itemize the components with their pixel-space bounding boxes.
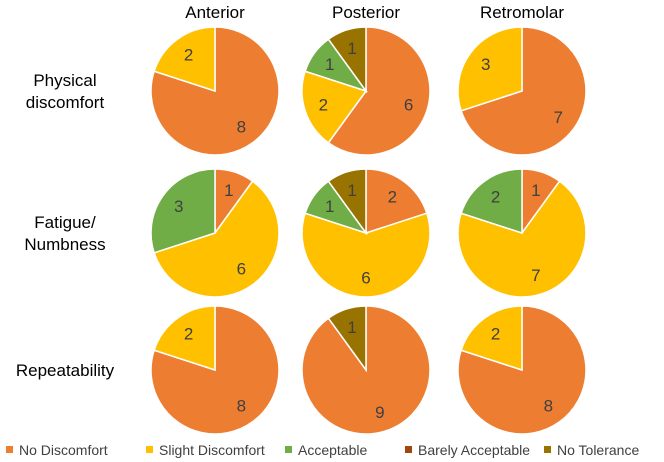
pie-slice bbox=[150, 305, 280, 435]
data-label: 3 bbox=[174, 197, 183, 216]
pie-slice bbox=[150, 26, 280, 156]
data-label: 1 bbox=[347, 318, 356, 337]
data-label: 7 bbox=[554, 108, 563, 127]
data-label: 7 bbox=[531, 266, 540, 285]
legend-swatch bbox=[405, 446, 412, 453]
data-label: 6 bbox=[237, 260, 246, 279]
data-label: 2 bbox=[184, 324, 193, 343]
row-label: Numbness bbox=[24, 235, 105, 254]
legend-label: No Discomfort bbox=[19, 442, 108, 458]
legend-swatch bbox=[6, 446, 13, 453]
column-header: Anterior bbox=[185, 3, 245, 22]
pie-slice bbox=[327, 26, 431, 156]
data-label: 1 bbox=[325, 55, 334, 74]
legend-label: Slight Discomfort bbox=[159, 442, 265, 458]
legend-swatch bbox=[544, 446, 551, 453]
pie-slice bbox=[457, 180, 587, 298]
data-label: 6 bbox=[404, 95, 413, 114]
pie-slice bbox=[327, 26, 367, 94]
data-label: 8 bbox=[544, 397, 553, 416]
data-label: 1 bbox=[325, 197, 334, 216]
row-label: Physical bbox=[33, 71, 96, 90]
legend-swatch bbox=[146, 446, 153, 453]
data-label: 1 bbox=[347, 39, 356, 58]
data-label: 2 bbox=[491, 187, 500, 206]
row-label: Fatigue/ bbox=[34, 213, 96, 232]
pie-slice bbox=[457, 26, 523, 112]
data-label: 2 bbox=[388, 187, 397, 206]
data-label: 1 bbox=[347, 181, 356, 200]
pie-slice bbox=[301, 305, 431, 435]
legend-label: No Tolerance bbox=[557, 442, 639, 458]
data-label: 8 bbox=[237, 118, 246, 137]
legend-label: Barely Acceptable bbox=[418, 442, 530, 458]
pie-slice bbox=[365, 168, 428, 235]
column-header: Retromolar bbox=[480, 3, 564, 22]
pie-slice bbox=[457, 305, 587, 435]
data-label: 2 bbox=[184, 45, 193, 64]
pie-slice bbox=[153, 26, 216, 93]
legend-label: Acceptable bbox=[298, 442, 367, 458]
pie-slice bbox=[327, 168, 367, 236]
data-label: 8 bbox=[237, 397, 246, 416]
column-header: Posterior bbox=[332, 3, 400, 22]
pie-slice bbox=[460, 168, 523, 235]
pie-slice bbox=[460, 305, 523, 372]
row-label: Repeatability bbox=[16, 361, 115, 380]
pie-slice bbox=[150, 168, 216, 254]
pie-slice bbox=[301, 212, 431, 298]
data-label: 2 bbox=[319, 95, 328, 114]
pie-slice bbox=[301, 70, 368, 144]
data-label: 3 bbox=[481, 55, 490, 74]
data-label: 9 bbox=[375, 403, 384, 422]
pie-slice bbox=[327, 305, 367, 373]
pie-slice bbox=[460, 26, 587, 156]
data-label: 1 bbox=[531, 181, 540, 200]
data-label: 2 bbox=[491, 324, 500, 343]
legend-swatch bbox=[285, 446, 292, 453]
data-label: 6 bbox=[361, 268, 370, 287]
pie-slice bbox=[153, 305, 216, 372]
data-label: 1 bbox=[224, 181, 233, 200]
pie-slice bbox=[153, 180, 280, 298]
row-label: discomfort bbox=[26, 93, 105, 112]
